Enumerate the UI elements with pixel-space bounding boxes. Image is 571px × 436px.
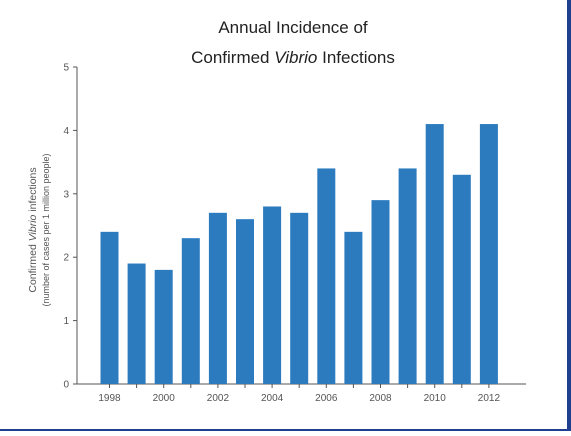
y-tick-label: 5 bbox=[63, 63, 69, 74]
x-tick-label: 2002 bbox=[207, 393, 230, 404]
y-tick-label: 4 bbox=[63, 126, 69, 137]
bar-2006 bbox=[317, 168, 336, 384]
bar-2007 bbox=[344, 231, 363, 384]
chart-title-line2: Confirmed Vibrio Infections bbox=[191, 48, 395, 67]
bar-1999 bbox=[127, 263, 146, 384]
bar-2011 bbox=[452, 174, 471, 384]
x-tick-label: 1998 bbox=[98, 393, 121, 404]
x-tick-label: 2012 bbox=[478, 393, 501, 404]
bottom-border bbox=[0, 429, 571, 431]
x-tick-label: 2008 bbox=[369, 393, 392, 404]
x-tick-label: 2000 bbox=[153, 393, 176, 404]
bar-2003 bbox=[236, 219, 254, 384]
bar-2004 bbox=[263, 206, 282, 384]
x-tick-label: 2006 bbox=[315, 393, 338, 404]
bar-2001 bbox=[181, 238, 200, 384]
bar-2000 bbox=[154, 269, 173, 384]
y-tick-label: 1 bbox=[63, 316, 69, 327]
y-axis-sublabel: (number of cases per 1 million people) bbox=[41, 153, 51, 306]
bar-2002 bbox=[208, 212, 227, 384]
right-border bbox=[567, 0, 571, 431]
bar-2012 bbox=[479, 124, 498, 384]
chart-title-line1: Annual Incidence of bbox=[218, 18, 368, 37]
x-tick-label: 2010 bbox=[424, 393, 447, 404]
x-tick-label: 2004 bbox=[261, 393, 284, 404]
y-tick-label: 2 bbox=[63, 253, 69, 264]
y-tick-label: 0 bbox=[63, 380, 69, 391]
y-axis-label: Confirmed Vibrio infections bbox=[27, 167, 39, 292]
bar-1998 bbox=[100, 231, 119, 384]
bar-2009 bbox=[398, 168, 417, 384]
y-tick-label: 3 bbox=[63, 189, 69, 200]
bar-2008 bbox=[371, 200, 390, 384]
bar-2005 bbox=[290, 212, 309, 384]
bar-2010 bbox=[425, 124, 444, 384]
